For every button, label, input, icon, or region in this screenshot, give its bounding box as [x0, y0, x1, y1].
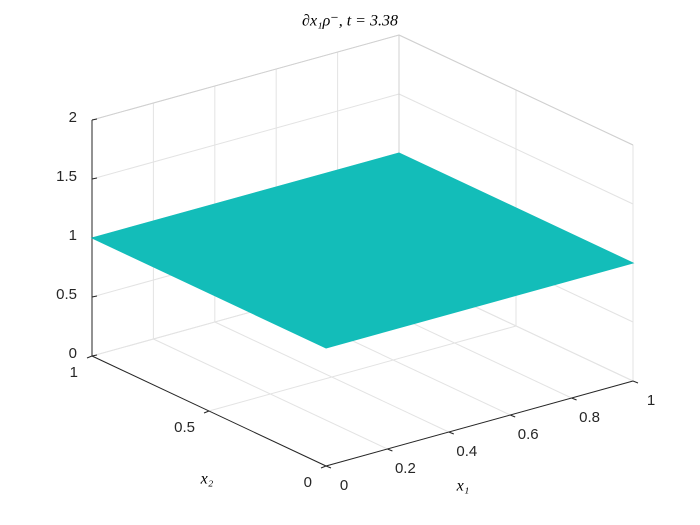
x-tick: [510, 414, 516, 418]
z-tick: [91, 354, 98, 357]
z-tick: [91, 177, 98, 180]
x-tick-label: 0: [340, 477, 348, 494]
x-tick: [387, 448, 393, 452]
z-tick-label: 0.5: [56, 286, 77, 303]
y-tick-label: 0.5: [174, 419, 195, 436]
box-edge: [398, 34, 634, 146]
grid-line: [208, 325, 517, 412]
y-tick: [203, 410, 210, 414]
y-tick: [86, 355, 93, 359]
x-tick: [325, 465, 332, 469]
box-edge: [91, 34, 400, 121]
z-tick: [91, 118, 98, 121]
x-axis-label: x₁: [456, 478, 470, 495]
z-tick-label: 1.5: [56, 168, 77, 185]
y-tick-label: 1: [70, 364, 78, 381]
y-axis-label: x₂: [200, 471, 214, 488]
y-tick: [320, 465, 327, 469]
z-tick-label: 2: [69, 109, 77, 126]
chart-title: ∂x₁ρ⁻, t = 3.38: [302, 13, 398, 30]
x-tick: [571, 397, 577, 401]
grid-line: [91, 93, 400, 180]
x-tick-label: 0.2: [395, 460, 416, 477]
x-tick-label: 0.4: [456, 443, 477, 460]
surface-patch: [90, 152, 635, 349]
x-tick-label: 1: [647, 392, 655, 409]
x-tick-label: 0.6: [518, 426, 539, 443]
y-tick-label: 0: [304, 474, 312, 491]
z-tick-label: 0: [69, 345, 77, 362]
z-tick-label: 1: [69, 227, 77, 244]
z-tick: [91, 295, 98, 298]
x-tick: [632, 380, 639, 384]
x-axis: [325, 380, 634, 467]
x-tick-label: 0.8: [579, 409, 600, 426]
grid-line: [398, 93, 634, 205]
x-tick: [448, 431, 454, 435]
